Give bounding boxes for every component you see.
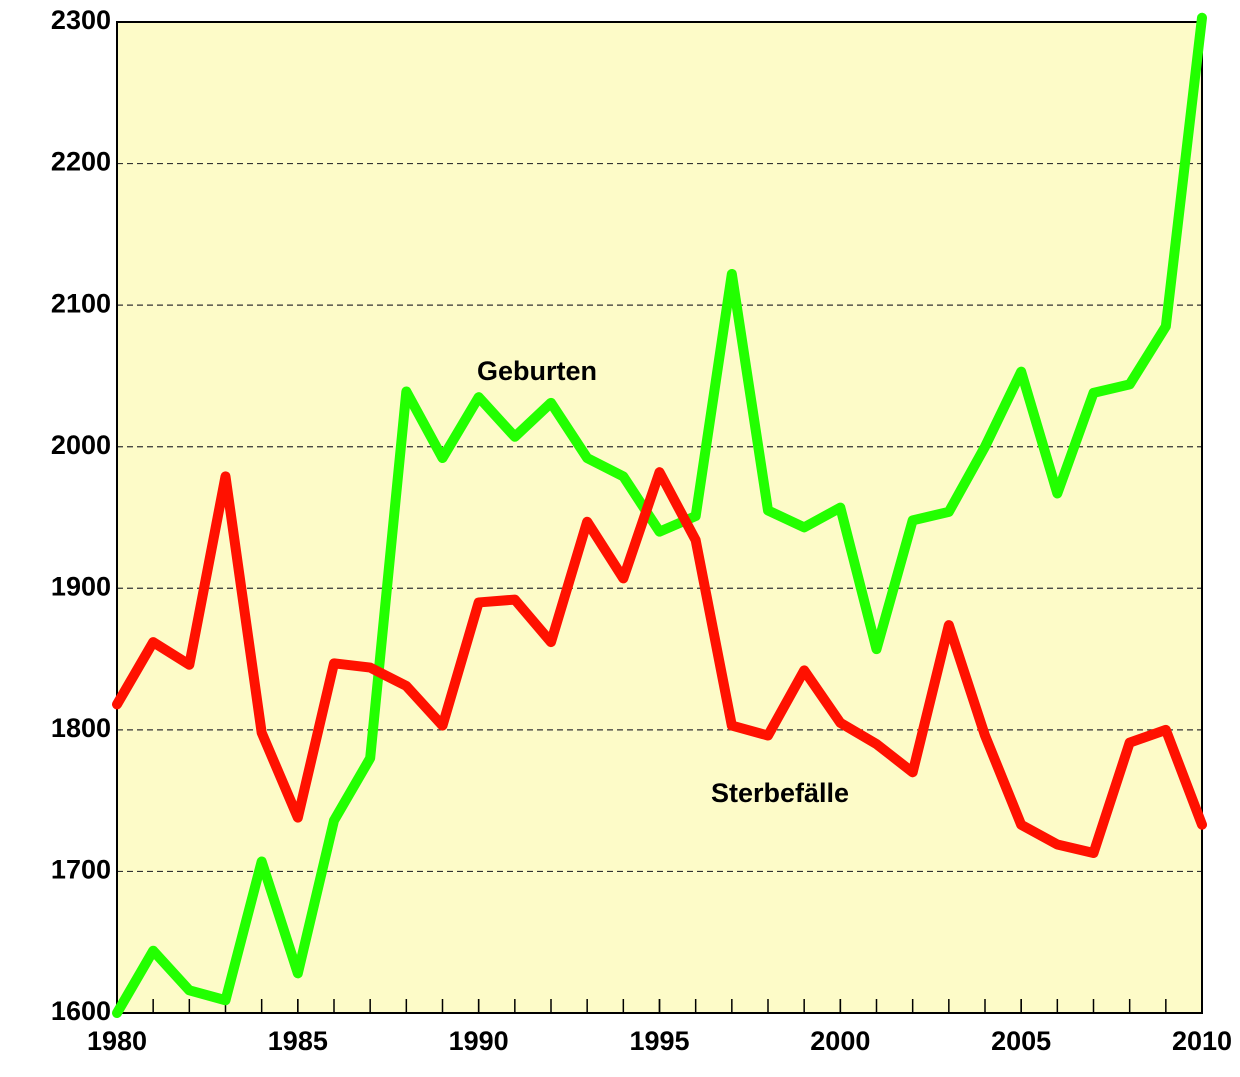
y-tick-label: 1800 — [51, 713, 111, 743]
y-tick-label: 1700 — [51, 855, 111, 885]
x-tick-label: 2000 — [810, 1026, 870, 1056]
y-tick-label: 1900 — [51, 571, 111, 601]
series-line — [112, 467, 1207, 859]
x-tick-label: 2005 — [991, 1026, 1051, 1056]
x-tick-label: 1995 — [629, 1026, 689, 1056]
x-tick-label: 1985 — [268, 1026, 328, 1056]
x-tick-label: 1990 — [449, 1026, 509, 1056]
y-tick-label: 2000 — [51, 430, 111, 460]
x-tick-label: 2010 — [1172, 1026, 1232, 1056]
y-tick-label: 1600 — [51, 996, 111, 1026]
plot-frame — [116, 21, 1203, 1014]
series-label: Geburten — [477, 356, 597, 386]
series-line — [112, 12, 1207, 1018]
y-tick-label: 2300 — [51, 5, 111, 35]
series-label: Sterbefälle — [711, 778, 849, 808]
plot-area — [117, 22, 1202, 1013]
y-tick-label: 2100 — [51, 288, 111, 318]
x-tick-label: 1980 — [87, 1026, 147, 1056]
y-tick-label: 2200 — [51, 147, 111, 177]
